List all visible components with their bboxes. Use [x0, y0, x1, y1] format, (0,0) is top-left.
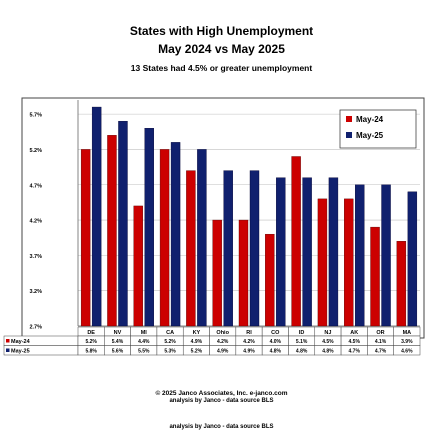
- bar-may25: [145, 128, 154, 326]
- bar-may24: [344, 199, 353, 326]
- bar-may24: [371, 227, 380, 326]
- legend-swatch: [346, 132, 352, 138]
- data-label: 5.2%: [164, 339, 176, 345]
- bar-may24: [318, 199, 327, 326]
- x-tick-label: CO: [271, 330, 280, 336]
- x-tick-label: MA: [403, 330, 412, 336]
- bar-may24: [186, 171, 195, 326]
- legend-label: May-25: [356, 131, 384, 140]
- bar-may25: [118, 121, 127, 326]
- bar-may24: [107, 135, 116, 326]
- data-label: 4.4%: [138, 339, 150, 345]
- x-tick-label: NJ: [324, 330, 331, 336]
- data-label: 5.6%: [112, 349, 124, 355]
- x-tick-label: NV: [114, 330, 122, 336]
- data-label: 4.7%: [375, 349, 387, 355]
- data-label: 4.5%: [349, 339, 361, 345]
- bar-may24: [397, 241, 406, 326]
- data-label: 4.8%: [322, 349, 334, 355]
- table-row-label: May-25: [11, 349, 30, 355]
- data-label: 5.8%: [85, 349, 97, 355]
- bar-may24: [239, 220, 248, 326]
- y-tick-label: 5.7%: [29, 113, 42, 119]
- data-label: 4.8%: [296, 349, 308, 355]
- bar-may24: [292, 157, 301, 327]
- y-tick-label: 2.7%: [29, 325, 42, 331]
- y-tick-label: 3.7%: [29, 254, 42, 260]
- x-tick-label: ID: [299, 330, 305, 336]
- data-label: 4.1%: [375, 339, 387, 345]
- bar-may25: [197, 149, 206, 326]
- data-label: 4.8%: [270, 349, 282, 355]
- y-tick-label: 5.2%: [29, 148, 42, 154]
- x-tick-label: MI: [141, 330, 148, 336]
- x-tick-label: AK: [350, 330, 358, 336]
- bar-may25: [329, 178, 338, 326]
- bar-may24: [213, 220, 222, 326]
- copyright-footer: © 2025 Janco Associates, Inc. e-janco.co…: [0, 390, 443, 397]
- analysis-footer-repeat: analysis by Janco - data source BLS: [0, 424, 443, 430]
- bar-may25: [92, 107, 101, 326]
- data-label: 4.9%: [217, 349, 229, 355]
- y-tick-label: 4.7%: [29, 183, 42, 189]
- x-tick-label: Ohio: [216, 330, 229, 336]
- data-label: 5.3%: [164, 349, 176, 355]
- bar-may24: [81, 149, 90, 326]
- bar-may24: [160, 149, 169, 326]
- data-label: 4.0%: [270, 339, 282, 345]
- data-label: 4.7%: [349, 349, 361, 355]
- bar-may25: [382, 185, 391, 326]
- legend-label: May-24: [356, 115, 384, 124]
- bar-may24: [134, 206, 143, 326]
- data-label: 4.2%: [217, 339, 229, 345]
- x-tick-label: OR: [376, 330, 384, 336]
- bar-may25: [250, 171, 259, 326]
- x-tick-label: CA: [166, 330, 174, 336]
- x-tick-label: RI: [246, 330, 252, 336]
- y-tick-label: 4.2%: [29, 219, 42, 225]
- legend-swatch: [346, 116, 352, 122]
- bar-may25: [171, 142, 180, 326]
- table-row-label: May-24: [11, 339, 31, 345]
- table-row-swatch: [6, 339, 10, 343]
- analysis-footer: analysis by Janco - data source BLS: [0, 398, 443, 404]
- data-label: 5.2%: [191, 349, 203, 355]
- data-label: 4.9%: [191, 339, 203, 345]
- data-label: 5.2%: [85, 339, 97, 345]
- bar-may25: [355, 185, 364, 326]
- x-tick-label: KY: [193, 330, 201, 336]
- bar-may25: [303, 178, 312, 326]
- data-label: 3.9%: [401, 339, 413, 345]
- data-label: 5.1%: [296, 339, 308, 345]
- data-label: 4.2%: [243, 339, 255, 345]
- x-tick-label: DE: [87, 330, 95, 336]
- data-label: 5.5%: [138, 349, 150, 355]
- y-tick-label: 3.2%: [29, 289, 42, 295]
- data-label: 5.4%: [112, 339, 124, 345]
- data-label: 4.6%: [401, 349, 413, 355]
- table-row-swatch: [6, 349, 10, 353]
- data-label: 4.9%: [243, 349, 255, 355]
- data-label: 4.5%: [322, 339, 334, 345]
- bar-may24: [265, 234, 274, 326]
- bar-may25: [408, 192, 417, 326]
- bar-may25: [224, 171, 233, 326]
- bar-may25: [276, 178, 285, 326]
